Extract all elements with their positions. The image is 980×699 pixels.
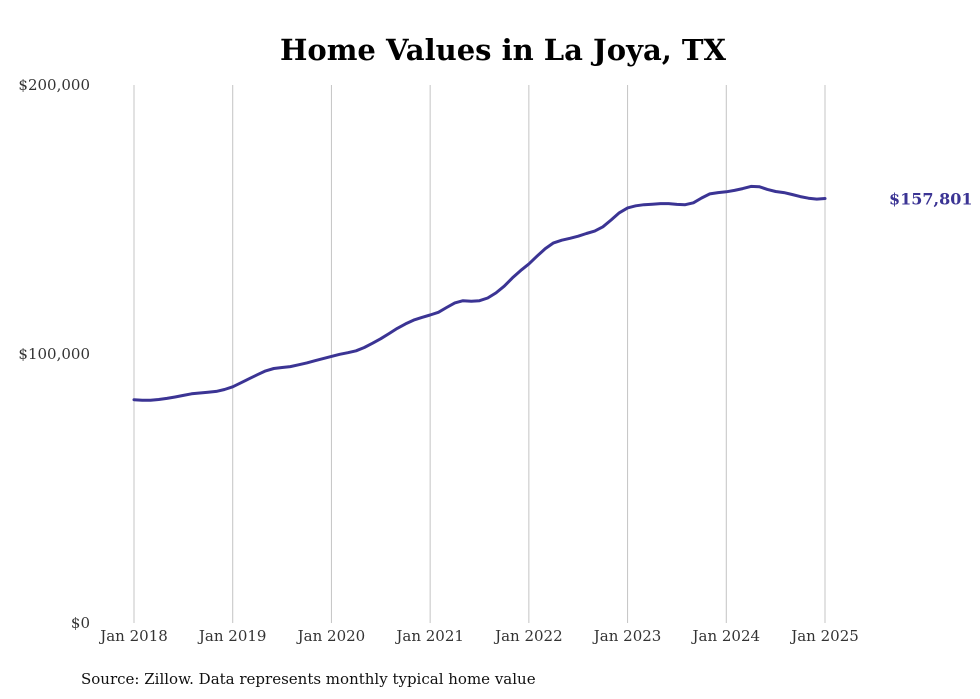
series — [132, 184, 827, 402]
series-line — [132, 184, 827, 402]
y-tick-label: $100,000 — [18, 345, 90, 363]
end-value-label: $157,801 — [889, 190, 973, 209]
y-tick-label: $0 — [71, 614, 90, 632]
x-tick-label: Jan 2021 — [394, 627, 464, 645]
source-note: Source: Zillow. Data represents monthly … — [81, 670, 536, 688]
y-tick-label: $200,000 — [18, 76, 90, 94]
x-tick-label: Jan 2023 — [592, 627, 662, 645]
x-tick-label: Jan 2018 — [98, 627, 168, 645]
x-tick-label: Jan 2020 — [296, 627, 366, 645]
x-tick-label: Jan 2025 — [789, 627, 859, 645]
x-tick-label: Jan 2024 — [691, 627, 761, 645]
chart-title: Home Values in La Joya, TX — [280, 33, 727, 67]
y-axis-ticks: $0 $100,000 $200,000 — [18, 76, 90, 632]
x-axis-ticks: Jan 2018 Jan 2019 Jan 2020 Jan 2021 Jan 2022… — [98, 627, 859, 645]
x-tick-label: Jan 2022 — [493, 627, 563, 645]
x-tick-label: Jan 2019 — [197, 627, 267, 645]
grid — [133, 85, 826, 623]
